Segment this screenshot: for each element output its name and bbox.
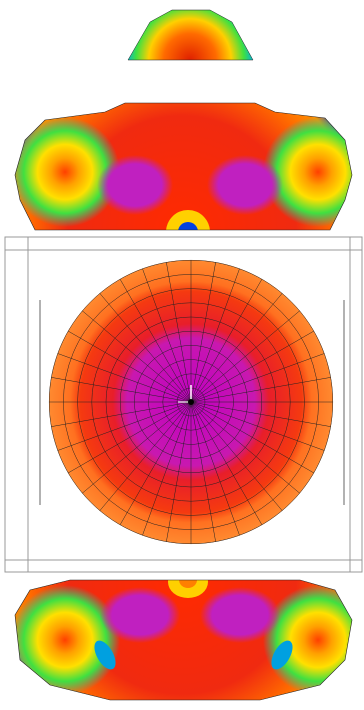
mesh-line <box>190 262 216 403</box>
mesh-line <box>190 293 283 403</box>
mesh-line <box>190 353 325 403</box>
mesh-line <box>82 401 192 494</box>
mesh-line <box>190 401 283 511</box>
lower-band <box>15 580 352 700</box>
mesh <box>48 259 334 545</box>
mesh-line <box>190 401 325 451</box>
mesh-line <box>190 330 315 403</box>
mesh-line <box>142 401 192 536</box>
mesh-line <box>82 310 192 403</box>
mesh-line <box>190 401 216 542</box>
mesh-line <box>190 401 240 536</box>
mesh-line <box>119 278 192 403</box>
lower-band-outline <box>14 579 353 701</box>
axis-marker <box>178 385 194 405</box>
mesh-line <box>67 330 192 403</box>
mesh-line <box>166 401 192 542</box>
mesh-line <box>51 401 192 427</box>
mesh-line <box>51 377 192 403</box>
mesh-line <box>190 401 300 494</box>
top-patch <box>127 9 254 61</box>
mesh-line <box>166 262 192 403</box>
mesh-line <box>99 401 192 511</box>
mesh-line <box>190 278 263 403</box>
mesh-line <box>99 293 192 403</box>
upper-band-outline <box>14 102 353 231</box>
mesh-line <box>57 353 192 403</box>
mesh-line <box>57 401 192 451</box>
mesh-line <box>190 401 331 427</box>
mesh-line <box>190 268 240 403</box>
mesh-line <box>190 310 300 403</box>
upper-band <box>15 103 352 230</box>
mesh-line <box>190 377 331 403</box>
mesh-line <box>190 401 263 526</box>
mesh-line <box>119 401 192 526</box>
mesh-line <box>142 268 192 403</box>
frame <box>4 236 363 573</box>
mesh-line <box>190 401 315 474</box>
mesh-line <box>67 401 192 474</box>
